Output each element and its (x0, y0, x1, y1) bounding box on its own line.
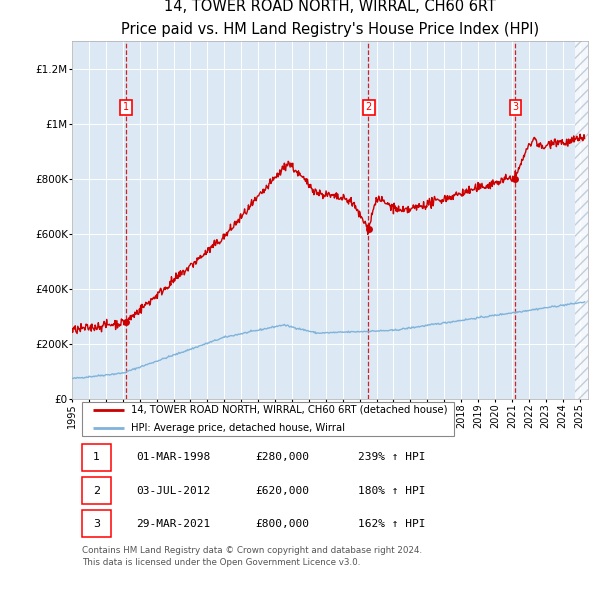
Text: 1: 1 (123, 103, 130, 112)
FancyBboxPatch shape (82, 444, 110, 471)
Text: HPI: Average price, detached house, Wirral: HPI: Average price, detached house, Wirr… (131, 423, 346, 433)
Text: 3: 3 (512, 103, 518, 112)
Title: 14, TOWER ROAD NORTH, WIRRAL, CH60 6RT
Price paid vs. HM Land Registry's House P: 14, TOWER ROAD NORTH, WIRRAL, CH60 6RT P… (121, 0, 539, 37)
Text: £800,000: £800,000 (255, 519, 309, 529)
Text: 03-JUL-2012: 03-JUL-2012 (137, 486, 211, 496)
FancyBboxPatch shape (82, 402, 454, 435)
Text: 239% ↑ HPI: 239% ↑ HPI (358, 453, 426, 463)
FancyBboxPatch shape (82, 477, 110, 504)
Text: 29-MAR-2021: 29-MAR-2021 (137, 519, 211, 529)
Text: 3: 3 (93, 519, 100, 529)
Text: 2: 2 (365, 103, 372, 112)
Text: £620,000: £620,000 (255, 486, 309, 496)
Text: 2: 2 (92, 486, 100, 496)
Text: Contains HM Land Registry data © Crown copyright and database right 2024.
This d: Contains HM Land Registry data © Crown c… (82, 546, 422, 568)
Text: 162% ↑ HPI: 162% ↑ HPI (358, 519, 426, 529)
FancyBboxPatch shape (82, 510, 110, 537)
Text: 1: 1 (93, 453, 100, 463)
Text: 180% ↑ HPI: 180% ↑ HPI (358, 486, 426, 496)
Text: 14, TOWER ROAD NORTH, WIRRAL, CH60 6RT (detached house): 14, TOWER ROAD NORTH, WIRRAL, CH60 6RT (… (131, 405, 448, 415)
Text: £280,000: £280,000 (255, 453, 309, 463)
Bar (575, 41, 588, 399)
Text: 01-MAR-1998: 01-MAR-1998 (137, 453, 211, 463)
